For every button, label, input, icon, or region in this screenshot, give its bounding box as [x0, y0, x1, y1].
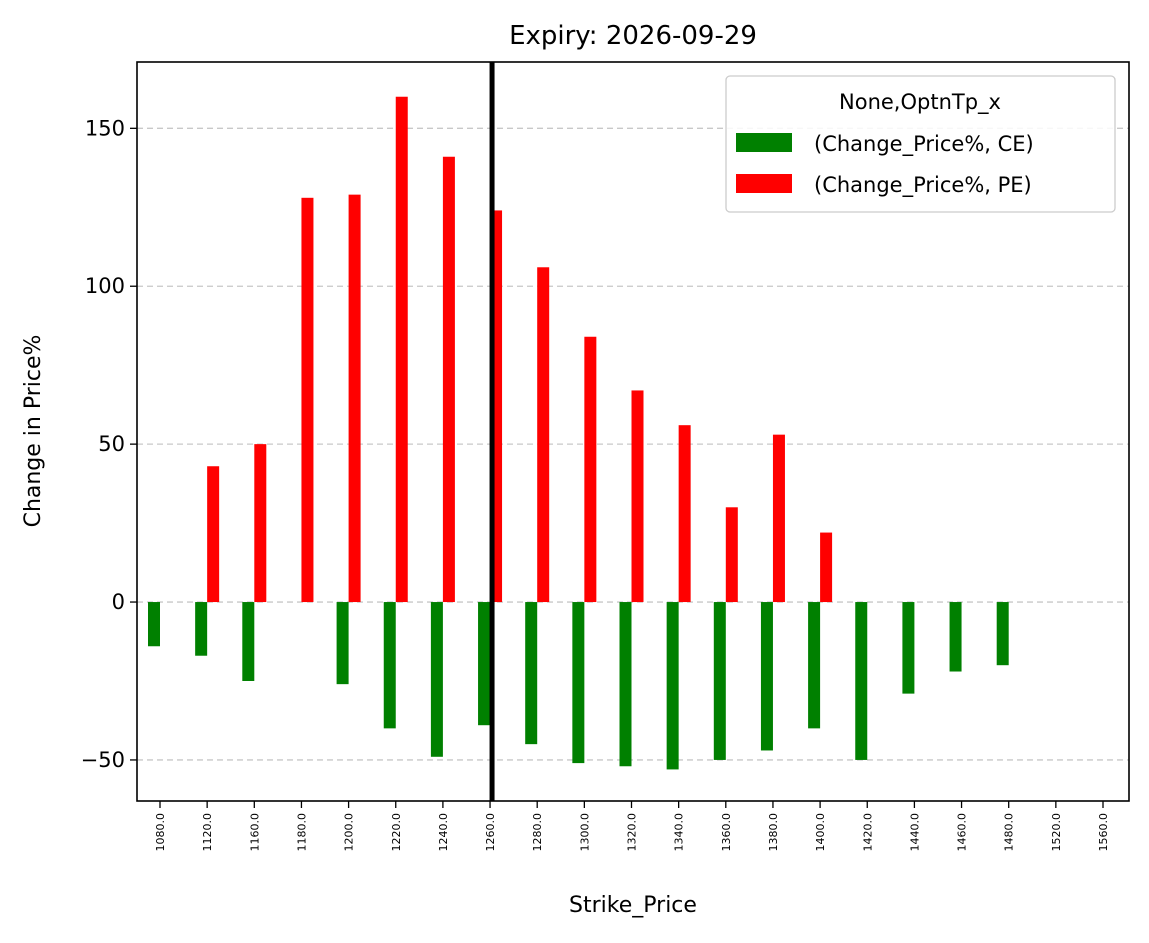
x-tick-label: 1520.0 — [1050, 813, 1063, 852]
bar-ce — [949, 602, 962, 672]
y-axis-label: Change in Price% — [21, 335, 46, 528]
x-tick-label: 1080.0 — [154, 813, 167, 852]
bar-pe — [772, 434, 785, 603]
chart-title: Expiry: 2026-09-29 — [509, 21, 757, 51]
bar-ce — [525, 602, 538, 745]
legend-title: None,OptnTp_x — [839, 90, 1001, 115]
bar-ce — [478, 602, 491, 726]
bar-pe — [584, 336, 597, 603]
legend-label-ce: (Change_Price%, CE) — [814, 132, 1034, 157]
bar-ce — [336, 602, 349, 685]
x-tick-label: 1220.0 — [390, 813, 403, 852]
bar-pe — [395, 96, 408, 603]
bar-pe — [725, 507, 738, 603]
bar-pe — [631, 390, 644, 603]
bar-ce — [996, 602, 1009, 666]
legend-label-pe: (Change_Price%, PE) — [814, 173, 1032, 198]
x-tick-label: 1180.0 — [295, 813, 308, 852]
bar-ce — [572, 602, 585, 764]
bar-ce — [713, 602, 726, 760]
bar-ce — [430, 602, 443, 757]
bar-ce — [148, 602, 160, 647]
bar-ce — [195, 602, 208, 656]
bar-pe — [301, 197, 314, 603]
x-tick-label: 1280.0 — [531, 813, 544, 852]
x-axis: 1080.0 1120.0 1160.0 1180.0 1200.0 1220.0 1240… — [154, 801, 1110, 852]
bar-ce — [808, 602, 821, 729]
y-tick-label: −50 — [81, 748, 125, 772]
x-tick-label: 1400.0 — [814, 813, 827, 852]
x-tick-label: 1120.0 — [201, 813, 214, 852]
x-axis-label: Strike_Price — [569, 893, 697, 918]
x-tick-label: 1240.0 — [437, 813, 450, 852]
bar-pe — [348, 194, 361, 603]
y-axis: −50 0 50 100 150 — [81, 116, 137, 772]
y-tick-label: 100 — [85, 274, 125, 298]
bar-ce — [855, 602, 868, 760]
legend-swatch-pe — [736, 174, 792, 193]
legend-swatch-ce — [736, 133, 792, 152]
bar-ce — [383, 602, 396, 729]
x-tick-label: 1420.0 — [861, 813, 874, 852]
x-tick-label: 1160.0 — [248, 813, 261, 852]
x-tick-label: 1440.0 — [908, 813, 921, 852]
plot-frame — [136, 61, 1130, 802]
bar-ce — [619, 602, 632, 767]
x-tick-label: 1300.0 — [578, 813, 591, 852]
y-tick-label: 50 — [98, 432, 125, 456]
x-tick-label: 1340.0 — [673, 813, 686, 852]
bar-ce — [760, 602, 773, 751]
bar-pe — [820, 532, 833, 603]
x-tick-label: 1260.0 — [484, 813, 497, 852]
bar-pe — [442, 156, 455, 603]
bar-pe — [254, 444, 267, 603]
legend-box — [725, 75, 1116, 213]
x-tick-label: 1200.0 — [343, 813, 356, 852]
bars-layer — [148, 96, 1009, 770]
y-tick-label: 150 — [85, 116, 125, 140]
x-tick-label: 1360.0 — [720, 813, 733, 852]
x-tick-label: 1380.0 — [767, 813, 780, 852]
bar-ce — [666, 602, 679, 770]
bar-ce — [242, 602, 255, 681]
y-tick-label: 0 — [112, 590, 125, 614]
x-tick-label: 1320.0 — [626, 813, 639, 852]
bar-ce — [902, 602, 915, 694]
legend: None,OptnTp_x (Change_Price%, CE) (Chang… — [725, 75, 1116, 213]
bar-pe — [678, 425, 691, 603]
bar-pe — [207, 466, 220, 603]
x-tick-label: 1560.0 — [1097, 813, 1110, 852]
x-tick-label: 1460.0 — [956, 813, 969, 852]
bar-pe — [537, 267, 550, 603]
x-tick-label: 1480.0 — [1003, 813, 1016, 852]
